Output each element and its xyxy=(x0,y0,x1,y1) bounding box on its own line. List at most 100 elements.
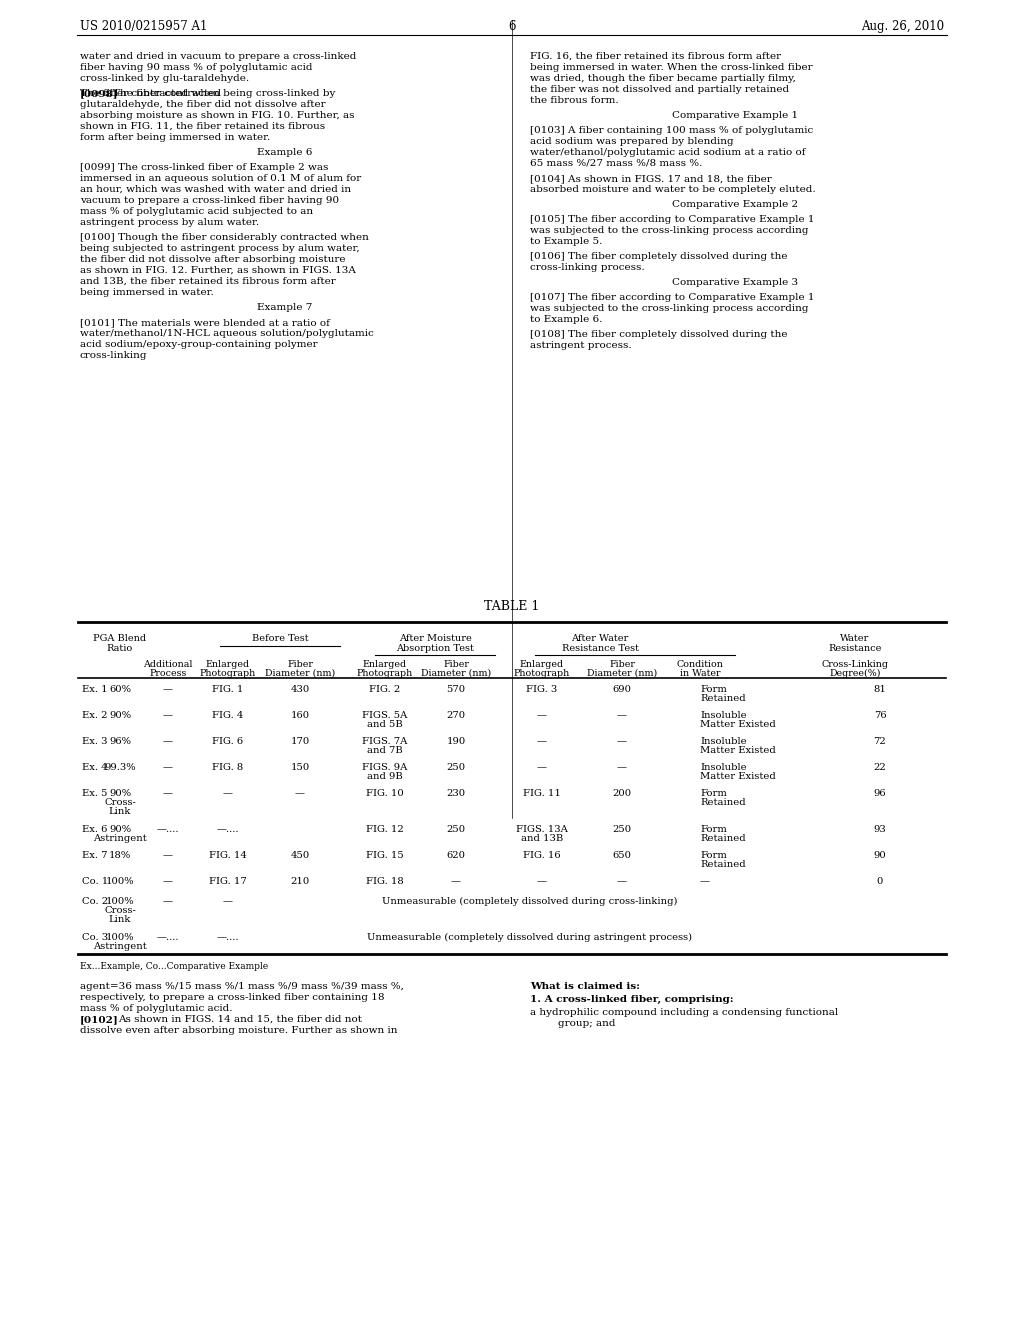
Text: Absorption Test: Absorption Test xyxy=(396,644,474,653)
Text: Unmeasurable (completely dissolved during astringent process): Unmeasurable (completely dissolved durin… xyxy=(368,933,692,942)
Text: Co. 3: Co. 3 xyxy=(82,933,109,942)
Text: Form: Form xyxy=(700,789,727,799)
Text: 81: 81 xyxy=(873,685,887,694)
Text: 250: 250 xyxy=(612,825,632,834)
Text: agent=36 mass %/15 mass %/1 mass %/9 mass %/39 mass %,: agent=36 mass %/15 mass %/1 mass %/9 mas… xyxy=(80,982,403,991)
Text: —: — xyxy=(617,711,627,719)
Text: Form: Form xyxy=(700,825,727,834)
Text: cross-linking: cross-linking xyxy=(80,351,147,360)
Text: 18%: 18% xyxy=(109,851,131,861)
Text: immersed in an aqueous solution of 0.1 M of alum for: immersed in an aqueous solution of 0.1 M… xyxy=(80,174,361,183)
Text: Form: Form xyxy=(700,685,727,694)
Text: the fiber was not dissolved and partially retained: the fiber was not dissolved and partiall… xyxy=(530,84,790,94)
Text: Cross-: Cross- xyxy=(104,799,136,807)
Text: Matter Existed: Matter Existed xyxy=(700,719,776,729)
Text: —: — xyxy=(451,876,461,886)
Text: FIG. 14: FIG. 14 xyxy=(209,851,247,861)
Text: respectively, to prepare a cross-linked fiber containing 18: respectively, to prepare a cross-linked … xyxy=(80,993,384,1002)
Text: water/methanol/1N-HCL aqueous solution/polyglutamic: water/methanol/1N-HCL aqueous solution/p… xyxy=(80,329,374,338)
Text: Example 6: Example 6 xyxy=(257,148,312,157)
Text: Link: Link xyxy=(109,807,131,816)
Text: was subjected to the cross-linking process according: was subjected to the cross-linking proce… xyxy=(530,226,809,235)
Text: to Example 5.: to Example 5. xyxy=(530,238,602,246)
Text: acid sodium/epoxy-group-containing polymer: acid sodium/epoxy-group-containing polym… xyxy=(80,341,317,348)
Text: —: — xyxy=(537,763,547,772)
Text: water/ethanol/polyglutamic acid sodium at a ratio of: water/ethanol/polyglutamic acid sodium a… xyxy=(530,148,806,157)
Text: Additional: Additional xyxy=(143,660,193,669)
Text: 76: 76 xyxy=(873,711,887,719)
Text: FIG. 18: FIG. 18 xyxy=(367,876,403,886)
Text: [0104] As shown in FIGS. 17 and 18, the fiber: [0104] As shown in FIGS. 17 and 18, the … xyxy=(530,174,772,183)
Text: —....: —.... xyxy=(157,825,179,834)
Text: 1. A cross-linked fiber, comprising:: 1. A cross-linked fiber, comprising: xyxy=(530,995,733,1005)
Text: Diameter (nm): Diameter (nm) xyxy=(265,669,335,678)
Text: FIG. 2: FIG. 2 xyxy=(370,685,400,694)
Text: —: — xyxy=(163,737,173,746)
Text: Resistance Test: Resistance Test xyxy=(561,644,639,653)
Text: Insoluble: Insoluble xyxy=(700,763,746,772)
Text: astringent process by alum water.: astringent process by alum water. xyxy=(80,218,259,227)
Text: group; and: group; and xyxy=(545,1019,615,1028)
Text: As shown in FIGS. 14 and 15, the fiber did not: As shown in FIGS. 14 and 15, the fiber d… xyxy=(118,1015,362,1024)
Text: FIG. 8: FIG. 8 xyxy=(212,763,244,772)
Text: Ex. 7: Ex. 7 xyxy=(82,851,108,861)
Text: —: — xyxy=(617,737,627,746)
Text: and 13B: and 13B xyxy=(521,834,563,843)
Text: fiber having 90 mass % of polyglutamic acid: fiber having 90 mass % of polyglutamic a… xyxy=(80,63,312,73)
Text: glutaraldehyde, the fiber did not dissolve after: glutaraldehyde, the fiber did not dissol… xyxy=(80,100,326,110)
Text: FIGS. 7A: FIGS. 7A xyxy=(362,737,408,746)
Text: being immersed in water.: being immersed in water. xyxy=(80,288,214,297)
Text: US 2010/0215957 A1: US 2010/0215957 A1 xyxy=(80,20,208,33)
Text: Ex. 6: Ex. 6 xyxy=(82,825,108,834)
Text: FIG. 4: FIG. 4 xyxy=(212,711,244,719)
Text: 150: 150 xyxy=(291,763,309,772)
Text: vacuum to prepare a cross-linked fiber having 90: vacuum to prepare a cross-linked fiber h… xyxy=(80,195,339,205)
Text: Ex. 4: Ex. 4 xyxy=(82,763,108,772)
Text: FIGS. 9A: FIGS. 9A xyxy=(362,763,408,772)
Text: and 13B, the fiber retained its fibrous form after: and 13B, the fiber retained its fibrous … xyxy=(80,277,336,286)
Text: —: — xyxy=(163,763,173,772)
Text: 6: 6 xyxy=(508,20,516,33)
Text: 100%: 100% xyxy=(105,898,134,906)
Text: Example 7: Example 7 xyxy=(257,304,312,312)
Text: Comparative Example 3: Comparative Example 3 xyxy=(672,279,798,286)
Text: 100%: 100% xyxy=(105,876,134,886)
Text: [0101] The materials were blended at a ratio of: [0101] The materials were blended at a r… xyxy=(80,318,330,327)
Text: —: — xyxy=(223,789,233,799)
Text: 93: 93 xyxy=(873,825,887,834)
Text: 250: 250 xyxy=(446,763,466,772)
Text: 65 mass %/27 mass %/8 mass %.: 65 mass %/27 mass %/8 mass %. xyxy=(530,158,702,168)
Text: shown in FIG. 11, the fiber retained its fibrous: shown in FIG. 11, the fiber retained its… xyxy=(80,121,326,131)
Text: Fiber: Fiber xyxy=(287,660,313,669)
Text: The fiber contracted: The fiber contracted xyxy=(113,88,221,98)
Text: dissolve even after absorbing moisture. Further as shown in: dissolve even after absorbing moisture. … xyxy=(80,1026,397,1035)
Text: Degree(%): Degree(%) xyxy=(829,669,881,678)
Text: Fiber: Fiber xyxy=(443,660,469,669)
Text: 430: 430 xyxy=(291,685,309,694)
Text: Retained: Retained xyxy=(700,834,745,843)
Text: —: — xyxy=(163,898,173,906)
Text: Retained: Retained xyxy=(700,694,745,704)
Text: was subjected to the cross-linking process according: was subjected to the cross-linking proce… xyxy=(530,304,809,313)
Text: Matter Existed: Matter Existed xyxy=(700,772,776,781)
Text: cross-linked by glu-taraldehyde.: cross-linked by glu-taraldehyde. xyxy=(80,74,249,83)
Text: Co. 2: Co. 2 xyxy=(82,898,109,906)
Text: to Example 6.: to Example 6. xyxy=(530,315,602,323)
Text: 100%: 100% xyxy=(105,933,134,942)
Text: 170: 170 xyxy=(291,737,309,746)
Text: —: — xyxy=(295,789,305,799)
Text: After Water: After Water xyxy=(571,634,629,643)
Text: Link: Link xyxy=(109,915,131,924)
Text: —: — xyxy=(163,789,173,799)
Text: mass % of polyglutamic acid subjected to an: mass % of polyglutamic acid subjected to… xyxy=(80,207,313,216)
Text: being subjected to astringent process by alum water,: being subjected to astringent process by… xyxy=(80,244,359,253)
Text: being immersed in water. When the cross-linked fiber: being immersed in water. When the cross-… xyxy=(530,63,813,73)
Text: Enlarged: Enlarged xyxy=(520,660,564,669)
Text: cross-linking process.: cross-linking process. xyxy=(530,263,645,272)
Text: Comparative Example 1: Comparative Example 1 xyxy=(672,111,798,120)
Text: Photograph: Photograph xyxy=(357,669,413,678)
Text: Retained: Retained xyxy=(700,861,745,869)
Text: Diameter (nm): Diameter (nm) xyxy=(587,669,657,678)
Text: and 7B: and 7B xyxy=(368,746,402,755)
Text: Matter Existed: Matter Existed xyxy=(700,746,776,755)
